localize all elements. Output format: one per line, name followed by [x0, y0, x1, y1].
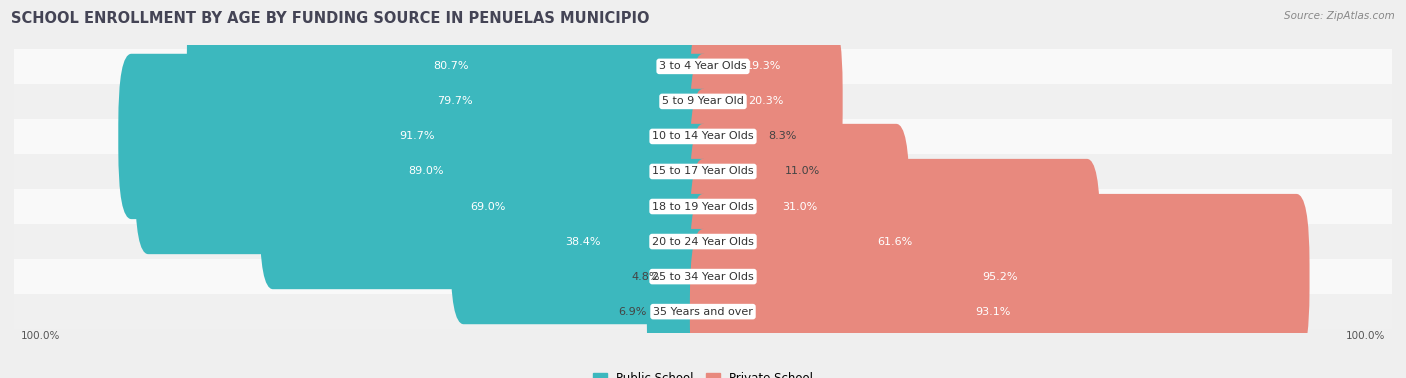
FancyBboxPatch shape [690, 159, 1099, 324]
FancyBboxPatch shape [690, 89, 785, 254]
FancyBboxPatch shape [193, 19, 716, 184]
Text: SCHOOL ENROLLMENT BY AGE BY FUNDING SOURCE IN PENUELAS MUNICIPIO: SCHOOL ENROLLMENT BY AGE BY FUNDING SOUR… [11, 11, 650, 26]
Text: 35 Years and over: 35 Years and over [652, 307, 754, 317]
Text: 89.0%: 89.0% [408, 166, 443, 177]
Text: 25 to 34 Year Olds: 25 to 34 Year Olds [652, 271, 754, 282]
FancyBboxPatch shape [647, 229, 716, 378]
Text: 20.3%: 20.3% [748, 96, 785, 107]
FancyBboxPatch shape [690, 229, 1296, 378]
FancyBboxPatch shape [659, 194, 716, 359]
FancyBboxPatch shape [118, 54, 716, 219]
Text: 11.0%: 11.0% [785, 166, 820, 177]
FancyBboxPatch shape [135, 89, 716, 254]
Text: 79.7%: 79.7% [437, 96, 472, 107]
Text: 93.1%: 93.1% [976, 307, 1011, 317]
Text: 38.4%: 38.4% [565, 237, 602, 246]
Legend: Public School, Private School: Public School, Private School [588, 367, 818, 378]
FancyBboxPatch shape [260, 124, 716, 289]
Bar [14, 259, 1392, 294]
Text: 6.9%: 6.9% [619, 307, 647, 317]
Text: Source: ZipAtlas.com: Source: ZipAtlas.com [1284, 11, 1395, 21]
Text: 80.7%: 80.7% [433, 61, 470, 71]
Text: 100.0%: 100.0% [21, 331, 60, 341]
FancyBboxPatch shape [690, 54, 768, 219]
Text: 69.0%: 69.0% [470, 201, 506, 212]
FancyBboxPatch shape [690, 194, 1309, 359]
FancyBboxPatch shape [690, 0, 837, 149]
Text: 15 to 17 Year Olds: 15 to 17 Year Olds [652, 166, 754, 177]
FancyBboxPatch shape [450, 159, 716, 324]
Bar [14, 189, 1392, 224]
Text: 10 to 14 Year Olds: 10 to 14 Year Olds [652, 132, 754, 141]
Text: 19.3%: 19.3% [745, 61, 780, 71]
Bar [14, 294, 1392, 329]
Bar [14, 224, 1392, 259]
Text: 20 to 24 Year Olds: 20 to 24 Year Olds [652, 237, 754, 246]
FancyBboxPatch shape [187, 0, 716, 149]
Bar [14, 119, 1392, 154]
Text: 4.8%: 4.8% [631, 271, 659, 282]
Text: 3 to 4 Year Olds: 3 to 4 Year Olds [659, 61, 747, 71]
FancyBboxPatch shape [690, 124, 910, 289]
FancyBboxPatch shape [690, 19, 842, 184]
Bar [14, 84, 1392, 119]
Text: 61.6%: 61.6% [877, 237, 912, 246]
Text: 95.2%: 95.2% [981, 271, 1018, 282]
Text: 100.0%: 100.0% [1346, 331, 1385, 341]
Text: 31.0%: 31.0% [782, 201, 817, 212]
Text: 18 to 19 Year Olds: 18 to 19 Year Olds [652, 201, 754, 212]
Text: 91.7%: 91.7% [399, 132, 434, 141]
Text: 5 to 9 Year Old: 5 to 9 Year Old [662, 96, 744, 107]
Bar [14, 49, 1392, 84]
Text: 8.3%: 8.3% [768, 132, 796, 141]
Bar [14, 154, 1392, 189]
